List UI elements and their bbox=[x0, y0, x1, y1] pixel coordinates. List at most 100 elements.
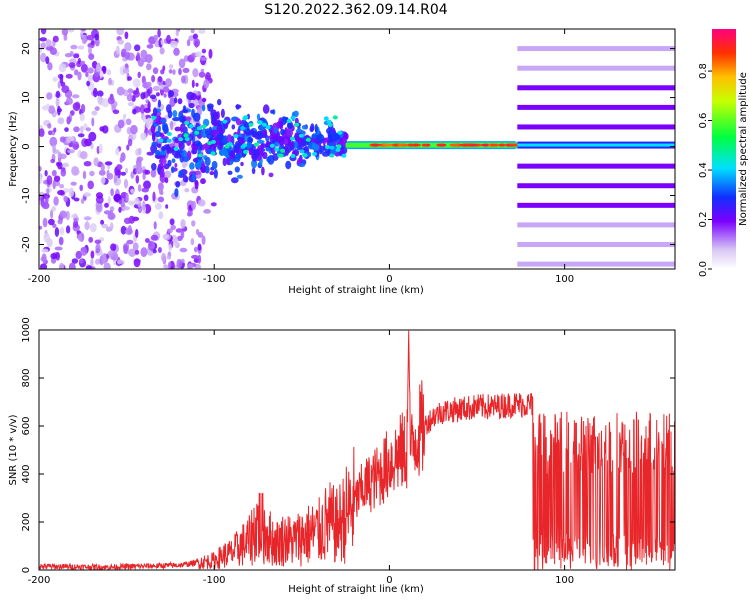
echo-blob bbox=[169, 147, 173, 154]
echo-blob bbox=[342, 137, 347, 148]
snr-x-ticks: -200 -100 0 100 bbox=[28, 330, 574, 586]
noise-blob bbox=[172, 69, 176, 75]
echo-blob bbox=[272, 153, 279, 161]
noise-blob bbox=[118, 199, 123, 205]
noise-blob bbox=[124, 31, 129, 40]
carrier-peak bbox=[438, 143, 447, 147]
noise-blob bbox=[140, 104, 145, 114]
noise-blob bbox=[57, 117, 65, 125]
noise-blob bbox=[191, 79, 195, 89]
echo-blob bbox=[161, 146, 166, 152]
noise-blob bbox=[143, 194, 149, 201]
noise-blob bbox=[85, 71, 89, 78]
noise-blob bbox=[85, 265, 93, 269]
y-tick-label: 1000 bbox=[21, 317, 32, 342]
noise-blob bbox=[68, 187, 75, 197]
echo-blob bbox=[291, 125, 295, 132]
noise-blob bbox=[210, 202, 217, 207]
carrier-peak bbox=[421, 143, 428, 147]
noise-blob bbox=[170, 120, 174, 131]
echo-blob bbox=[171, 158, 176, 163]
noise-blob bbox=[136, 156, 144, 162]
noise-blob bbox=[83, 192, 92, 197]
noise-blob bbox=[83, 216, 92, 221]
noise-blob bbox=[178, 58, 186, 69]
snr-y-label: SNR (10 * v/v) bbox=[8, 414, 19, 485]
noise-blob bbox=[64, 53, 73, 58]
noise-blob bbox=[101, 98, 110, 108]
harmonic-line bbox=[517, 65, 675, 71]
noise-blob bbox=[39, 165, 42, 172]
noise-blob bbox=[157, 76, 163, 83]
harmonic-line bbox=[517, 163, 675, 169]
noise-blob bbox=[70, 44, 78, 50]
echo-blob bbox=[174, 137, 180, 144]
noise-blob bbox=[65, 225, 71, 234]
noise-blob bbox=[110, 243, 117, 252]
echo-peak bbox=[312, 152, 318, 156]
echo-peak bbox=[329, 153, 335, 158]
noise-blob bbox=[126, 144, 130, 151]
echo-blob bbox=[157, 163, 164, 170]
echo-blob bbox=[178, 110, 184, 121]
noise-blob bbox=[93, 157, 99, 167]
noise-blob bbox=[94, 106, 100, 111]
noise-blob bbox=[52, 144, 56, 154]
noise-blob bbox=[195, 82, 199, 87]
echo-blob bbox=[154, 131, 162, 138]
echo-blob bbox=[226, 134, 233, 145]
noise-blob bbox=[47, 62, 53, 71]
noise-blob bbox=[54, 246, 63, 251]
noise-blob bbox=[59, 226, 65, 235]
noise-blob bbox=[87, 180, 94, 190]
noise-blob bbox=[98, 169, 106, 176]
noise-blob bbox=[89, 223, 97, 233]
colorbar-gradient bbox=[712, 29, 736, 269]
noise-blob bbox=[175, 29, 179, 37]
noise-blob bbox=[57, 81, 61, 89]
noise-blob bbox=[133, 258, 141, 264]
noise-blob bbox=[153, 34, 159, 41]
echo-blob bbox=[213, 169, 218, 179]
echo-blob bbox=[200, 178, 206, 185]
noise-blob bbox=[96, 63, 100, 73]
noise-blob bbox=[150, 234, 159, 241]
noise-blob bbox=[100, 219, 105, 225]
noise-blob bbox=[123, 244, 128, 254]
noise-blob bbox=[95, 258, 101, 265]
echo-peak bbox=[278, 153, 284, 158]
snr-marks bbox=[39, 330, 675, 570]
noise-blob bbox=[192, 68, 199, 78]
echo-blob bbox=[174, 163, 178, 168]
noise-blob bbox=[122, 113, 127, 119]
noise-blob bbox=[65, 73, 73, 79]
noise-blob bbox=[199, 56, 208, 61]
noise-blob bbox=[117, 39, 124, 45]
echo-blob bbox=[164, 177, 169, 184]
noise-blob bbox=[163, 170, 172, 179]
noise-blob bbox=[51, 206, 56, 212]
noise-blob bbox=[46, 92, 53, 100]
x-tick-label: 0 bbox=[386, 274, 392, 285]
noise-blob bbox=[48, 130, 53, 136]
noise-blob bbox=[48, 105, 55, 114]
echo-blob bbox=[177, 98, 183, 105]
echo-peak bbox=[332, 115, 338, 120]
noise-blob bbox=[127, 76, 132, 81]
y-tick-label: 0 bbox=[21, 567, 32, 573]
noise-blob bbox=[66, 137, 72, 144]
spectrogram-marks bbox=[39, 29, 675, 269]
noise-blob bbox=[52, 35, 59, 43]
noise-blob bbox=[67, 149, 75, 154]
noise-blob bbox=[68, 262, 76, 269]
echo-blob bbox=[227, 170, 233, 175]
noise-blob bbox=[45, 56, 50, 65]
echo-blob bbox=[189, 162, 195, 170]
echo-peak bbox=[261, 122, 267, 127]
echo-peak bbox=[298, 133, 304, 138]
y-tick-label: 400 bbox=[21, 464, 32, 483]
noise-blob bbox=[142, 173, 146, 180]
noise-blob bbox=[61, 29, 69, 36]
noise-blob bbox=[72, 102, 81, 111]
